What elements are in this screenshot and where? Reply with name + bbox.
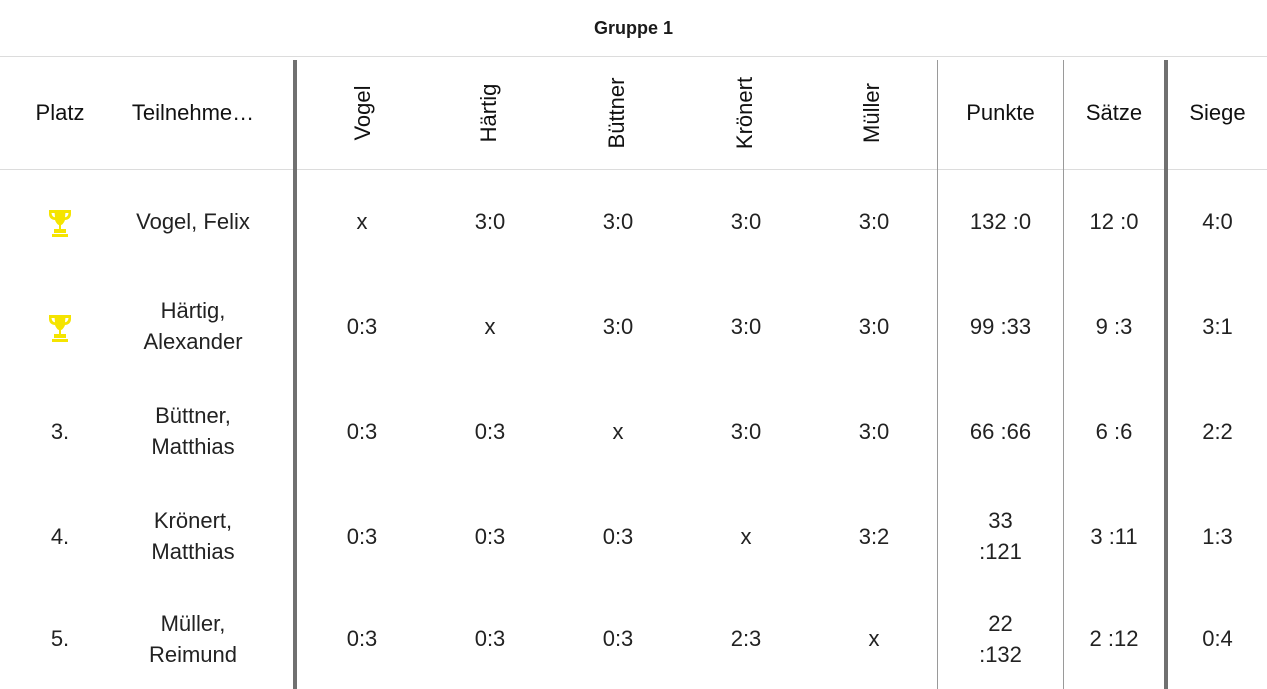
result-cell: 0:3 bbox=[602, 626, 634, 652]
place-cell: 5. bbox=[50, 626, 70, 652]
siege-cell: 0:4 bbox=[1202, 626, 1233, 652]
participant-name-line1: Müller, bbox=[160, 610, 226, 636]
participant-name-line2: Matthias bbox=[151, 434, 235, 459]
result-cell: 3:0 bbox=[730, 313, 762, 339]
participant-name[interactable]: Büttner, Matthias bbox=[107, 380, 279, 484]
header-opponent-mueller[interactable]: Müller bbox=[859, 83, 884, 143]
siege-cell: 4:0 bbox=[1202, 208, 1233, 234]
participant-name-line1: Krönert, bbox=[153, 508, 233, 534]
result-cell: 3:0 bbox=[602, 208, 634, 234]
trophy-icon bbox=[49, 315, 71, 342]
divider-before-results bbox=[293, 60, 297, 689]
result-cell: 3:2 bbox=[858, 523, 890, 549]
header-siege[interactable]: Siege bbox=[1189, 99, 1246, 125]
result-cell: x bbox=[868, 626, 880, 652]
saetze-cell: 9 :3 bbox=[1095, 313, 1133, 339]
saetze-cell: 2 :12 bbox=[1089, 626, 1139, 652]
saetze-cell: 3 :11 bbox=[1090, 523, 1138, 549]
saetze-cell: 12 :0 bbox=[1089, 208, 1139, 234]
header-platz[interactable]: Platz bbox=[35, 99, 85, 125]
place-cell bbox=[0, 170, 120, 274]
result-cell: 0:3 bbox=[346, 523, 378, 549]
punkte-cell: 99 :33 bbox=[969, 313, 1032, 339]
result-cell: 3:0 bbox=[858, 208, 890, 234]
result-cell: x bbox=[740, 523, 752, 549]
result-cell: 0:3 bbox=[346, 418, 378, 444]
punkte-line2: :132 bbox=[979, 641, 1022, 667]
siege-cell: 3:1 bbox=[1202, 313, 1233, 339]
place-cell: 3. bbox=[50, 418, 70, 444]
saetze-cell: 6 :6 bbox=[1095, 418, 1133, 444]
header-opponent-buettner[interactable]: Büttner bbox=[604, 77, 629, 149]
result-cell: x bbox=[612, 418, 624, 444]
result-cell: 3:0 bbox=[474, 208, 506, 234]
result-cell: 3:0 bbox=[858, 313, 890, 339]
result-cell: 3:0 bbox=[730, 208, 762, 234]
header-divider bbox=[0, 169, 1267, 170]
group-title: Gruppe 1 bbox=[593, 18, 673, 38]
result-cell: 3:0 bbox=[602, 313, 634, 339]
header-teilnehmer[interactable]: Teilnehme… bbox=[131, 99, 255, 125]
punkte-cell: 132 :0 bbox=[969, 208, 1032, 234]
result-cell: 0:3 bbox=[474, 626, 506, 652]
participant-name-line1: Büttner, bbox=[155, 403, 231, 429]
participant-name-line1: Härtig, bbox=[160, 298, 226, 324]
participant-name[interactable]: Krönert, Matthias bbox=[107, 485, 279, 589]
participant-name-line1: Vogel, Felix bbox=[136, 208, 250, 234]
punkte-line1: 33 bbox=[988, 508, 1013, 534]
divider-before-saetze bbox=[1063, 60, 1064, 689]
result-cell: 0:3 bbox=[602, 523, 634, 549]
participant-name-line2: Alexander bbox=[143, 329, 243, 354]
header-saetze[interactable]: Sätze bbox=[1085, 99, 1143, 125]
result-cell: 0:3 bbox=[346, 313, 378, 339]
siege-cell: 1:3 bbox=[1202, 523, 1233, 549]
header-punkte[interactable]: Punkte bbox=[966, 99, 1035, 125]
result-cell: x bbox=[356, 208, 368, 234]
participant-name[interactable]: Müller, Reimund bbox=[107, 590, 279, 689]
result-cell: 3:0 bbox=[730, 418, 762, 444]
result-cell: x bbox=[484, 313, 496, 339]
result-cell: 2:3 bbox=[730, 626, 762, 652]
punkte-cell: 66 :66 bbox=[969, 418, 1032, 444]
punkte-line1: 22 bbox=[988, 610, 1013, 636]
result-cell: 3:0 bbox=[858, 418, 890, 444]
result-cell: 0:3 bbox=[346, 626, 378, 652]
place-cell: 4. bbox=[50, 523, 70, 549]
punkte-line2: :121 bbox=[979, 539, 1022, 564]
header-opponent-haertig[interactable]: Härtig bbox=[476, 83, 501, 143]
divider-before-siege bbox=[1164, 60, 1168, 689]
result-cell: 0:3 bbox=[474, 523, 506, 549]
participant-name-line2: Reimund bbox=[148, 641, 238, 667]
header-opponent-kroenert[interactable]: Krönert bbox=[732, 76, 757, 150]
header-opponent-vogel[interactable]: Vogel bbox=[350, 85, 375, 141]
siege-cell: 2:2 bbox=[1202, 418, 1233, 444]
place-cell bbox=[0, 275, 120, 379]
trophy-icon bbox=[49, 210, 71, 237]
punkte-cell: 22 :132 bbox=[938, 590, 1063, 689]
participant-name-line2: Matthias bbox=[151, 539, 235, 564]
punkte-cell: 33 :121 bbox=[938, 485, 1063, 589]
title-divider bbox=[0, 56, 1267, 57]
participant-name[interactable]: Härtig, Alexander bbox=[107, 275, 279, 379]
participant-name[interactable]: Vogel, Felix bbox=[107, 170, 279, 274]
result-cell: 0:3 bbox=[474, 418, 506, 444]
divider-before-punkte bbox=[937, 60, 938, 689]
